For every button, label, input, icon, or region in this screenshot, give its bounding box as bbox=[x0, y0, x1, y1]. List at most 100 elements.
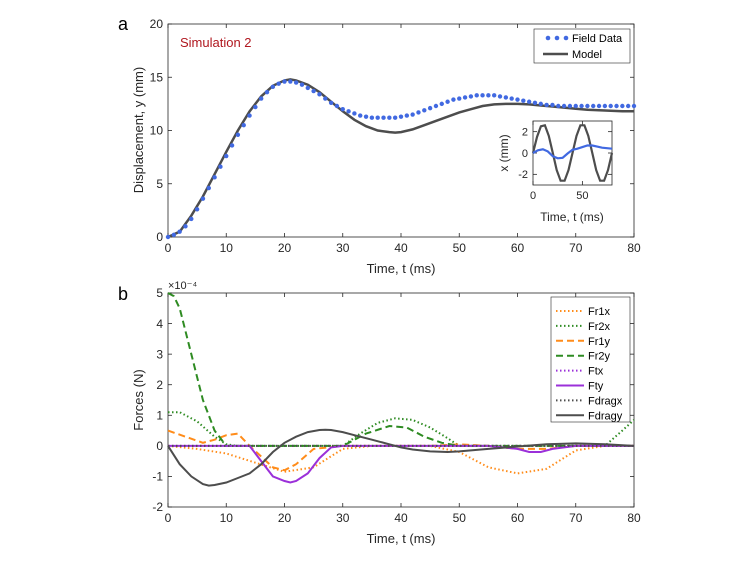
field-data-point bbox=[189, 216, 194, 222]
field-data-point bbox=[561, 103, 567, 109]
field-data-point bbox=[451, 97, 456, 102]
field-data-point bbox=[340, 107, 345, 112]
field-data-point bbox=[596, 103, 602, 109]
field-data-point bbox=[556, 103, 561, 109]
axis-a-xtick-label: 40 bbox=[394, 241, 408, 255]
field-data-point bbox=[614, 103, 619, 109]
axis-b-xtick-label: 10 bbox=[220, 511, 234, 525]
field-data-point bbox=[381, 115, 386, 120]
axis-a-xtick-label: 10 bbox=[220, 241, 234, 255]
field-data-point bbox=[224, 153, 229, 159]
axis-b-xtick-label: 70 bbox=[569, 511, 583, 525]
legend-b: Fr1x Fr2x Fr1y Fr2y Ftx Fty Fdragx Fdragy bbox=[550, 296, 631, 423]
field-data-point bbox=[439, 101, 444, 107]
field-data-point bbox=[317, 92, 322, 97]
legend-label-model: Model bbox=[572, 49, 602, 61]
series-a bbox=[165, 78, 637, 240]
y-axis-label-inset: x (mm) bbox=[497, 134, 511, 171]
field-data-point bbox=[276, 81, 281, 86]
field-data-point bbox=[387, 115, 392, 120]
field-data-point bbox=[631, 103, 637, 109]
axis-inset-xtick-label: 50 bbox=[576, 190, 588, 202]
field-data-point bbox=[492, 93, 497, 98]
field-data-point bbox=[538, 101, 543, 107]
field-data-point bbox=[486, 93, 491, 98]
axis-a-xtick-label: 50 bbox=[453, 241, 467, 255]
legend-label-field-data: Field Data bbox=[572, 33, 623, 45]
series-line-fr2y bbox=[167, 292, 634, 447]
axis-exponent-b: ×10⁻⁴ bbox=[168, 280, 197, 292]
field-data-point bbox=[288, 79, 293, 84]
field-data-point bbox=[363, 114, 369, 119]
axis-b-ytick-label: 3 bbox=[156, 347, 163, 361]
field-data-point bbox=[620, 103, 625, 109]
legend-label-fr1x: Fr1x bbox=[588, 306, 611, 318]
series-line-fdragy bbox=[167, 428, 635, 487]
inset-line-model bbox=[531, 123, 614, 182]
legend-box-a bbox=[533, 28, 631, 64]
field-data-point bbox=[171, 232, 177, 238]
field-data-point bbox=[398, 114, 404, 119]
axis-b-xtick-label: 30 bbox=[336, 511, 350, 525]
panel-label-b: b bbox=[118, 284, 128, 304]
field-data-point bbox=[352, 111, 357, 116]
axis-inset-ytick-label: 2 bbox=[522, 127, 528, 139]
field-data-point bbox=[433, 103, 439, 109]
y-axis-label-a: Displacement, y (mm) bbox=[131, 67, 146, 193]
field-data-point bbox=[585, 103, 590, 109]
field-data-point bbox=[591, 103, 596, 109]
field-data-point bbox=[427, 105, 433, 111]
axis-b-xtick-label: 60 bbox=[511, 511, 525, 525]
series-line-fty bbox=[168, 444, 634, 484]
axis-b-ytick-label: 2 bbox=[156, 378, 163, 392]
field-data-point bbox=[457, 96, 462, 101]
field-data-point bbox=[270, 84, 276, 90]
field-data-point bbox=[515, 97, 520, 102]
legend-label-fr2y: Fr2y bbox=[588, 351, 611, 363]
panel-b: 0 10 20 30 40 50 60 70 80 -2 -1 0 1 2 3 4 5 ×10⁻⁴ Time, … bbox=[131, 280, 641, 546]
axis-a-ytick-label: 15 bbox=[150, 70, 164, 84]
field-data-point bbox=[573, 103, 578, 109]
axis-inset-xtick-label: 0 bbox=[530, 190, 536, 202]
axis-inset-ytick-label: 0 bbox=[522, 148, 528, 160]
field-data-point bbox=[328, 100, 334, 106]
field-data-point bbox=[474, 93, 479, 98]
field-data-point bbox=[346, 109, 351, 114]
field-data-point bbox=[468, 94, 474, 99]
x-axis-label-a: Time, t (ms) bbox=[367, 261, 436, 276]
field-data-point bbox=[422, 108, 427, 113]
field-data-point bbox=[404, 113, 410, 118]
field-data-point bbox=[625, 103, 631, 109]
field-data-point bbox=[235, 132, 241, 137]
axis-a-ytick-label: 5 bbox=[156, 177, 163, 191]
axis-b-xtick-label: 40 bbox=[394, 511, 408, 525]
legend-label-fdragx: Fdragx bbox=[588, 395, 623, 407]
axis-a-ytick-label: 10 bbox=[150, 124, 164, 138]
field-data-point bbox=[509, 96, 514, 101]
series-b bbox=[167, 292, 635, 487]
field-data-point bbox=[311, 88, 316, 94]
axis-a-ytick-label: 0 bbox=[156, 230, 163, 244]
field-data-point bbox=[264, 89, 270, 95]
field-data-point bbox=[229, 143, 235, 148]
axis-b-xtick-label: 20 bbox=[278, 511, 292, 525]
axis-b-xtick-label: 50 bbox=[453, 511, 467, 525]
field-data-point bbox=[526, 99, 532, 104]
axis-a-xtick-label: 0 bbox=[165, 241, 172, 255]
inset-line-field-data bbox=[532, 144, 613, 160]
field-data-point bbox=[212, 175, 217, 180]
legend-label-fdragy: Fdragy bbox=[588, 410, 623, 422]
field-data-point bbox=[323, 96, 328, 101]
field-data-point bbox=[200, 196, 206, 201]
chart-title-a: Simulation 2 bbox=[180, 35, 252, 50]
field-data-point bbox=[608, 103, 613, 109]
axis-b-xtick-label: 0 bbox=[165, 511, 172, 525]
field-data-point bbox=[416, 110, 421, 115]
field-data-point bbox=[253, 104, 258, 110]
field-data-point bbox=[194, 207, 200, 212]
field-data-point bbox=[497, 94, 503, 99]
axis-inset-ytick-label: -2 bbox=[518, 169, 528, 181]
